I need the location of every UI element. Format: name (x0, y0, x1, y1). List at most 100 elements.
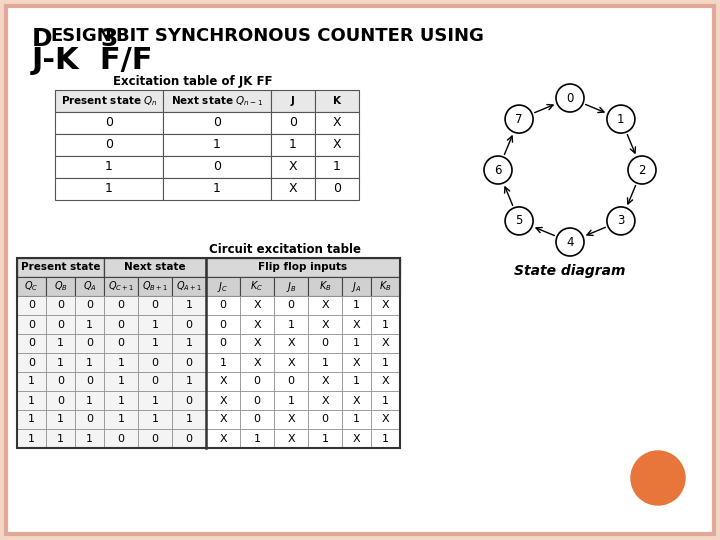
Bar (274, 353, 308, 372)
Bar (342, 315, 371, 334)
Text: 1: 1 (220, 357, 227, 368)
Bar (172, 315, 206, 334)
Bar (240, 315, 274, 334)
Bar (46, 429, 75, 448)
Bar (46, 334, 75, 353)
Text: 1: 1 (105, 183, 113, 195)
Bar (46, 315, 75, 334)
Text: 0: 0 (253, 376, 261, 387)
Text: $Q_{B+1}$: $Q_{B+1}$ (142, 280, 168, 293)
Text: Next state $Q_{n-1}$: Next state $Q_{n-1}$ (171, 94, 264, 108)
Text: X: X (289, 160, 297, 173)
Bar (308, 296, 342, 315)
Text: Flip flop inputs: Flip flop inputs (258, 262, 348, 273)
Circle shape (631, 451, 685, 505)
Text: 1: 1 (105, 160, 113, 173)
Text: 1: 1 (289, 138, 297, 152)
Bar (17, 296, 46, 315)
Bar (55, 90, 163, 112)
Bar (274, 277, 308, 296)
Bar (342, 353, 371, 372)
Bar (46, 296, 75, 315)
Text: X: X (382, 376, 390, 387)
Text: 1: 1 (382, 320, 389, 329)
Bar (274, 334, 308, 353)
Text: 0: 0 (86, 339, 93, 348)
Bar (342, 334, 371, 353)
Text: 4: 4 (566, 235, 574, 248)
Bar (17, 258, 400, 448)
Text: 1: 1 (117, 395, 125, 406)
Bar (371, 391, 400, 410)
Bar (75, 429, 104, 448)
Text: X: X (353, 357, 360, 368)
Bar (138, 315, 172, 334)
Text: 0: 0 (253, 415, 261, 424)
Text: 0: 0 (151, 434, 158, 443)
Text: 1: 1 (322, 434, 328, 443)
Text: 0: 0 (186, 320, 192, 329)
Text: 1: 1 (253, 434, 261, 443)
Bar (274, 391, 308, 410)
Circle shape (607, 207, 635, 235)
Bar (371, 315, 400, 334)
Bar (75, 315, 104, 334)
Text: 0: 0 (287, 300, 294, 310)
Text: 1: 1 (117, 415, 125, 424)
Text: 1: 1 (86, 320, 93, 329)
Bar (138, 277, 172, 296)
Text: Present state $Q_n$: Present state $Q_n$ (60, 94, 158, 108)
Text: 1: 1 (353, 415, 360, 424)
Text: 1: 1 (353, 300, 360, 310)
Circle shape (484, 156, 512, 184)
Bar (274, 315, 308, 334)
Text: K: K (333, 96, 341, 106)
Bar (308, 277, 342, 296)
Bar (75, 277, 104, 296)
Text: 1: 1 (186, 339, 192, 348)
Bar (240, 429, 274, 448)
Text: X: X (253, 320, 261, 329)
Bar (342, 277, 371, 296)
Text: X: X (333, 138, 341, 152)
Text: 0: 0 (86, 376, 93, 387)
Bar (342, 429, 371, 448)
Bar (315, 178, 359, 200)
Bar (342, 391, 371, 410)
Text: 3: 3 (100, 27, 117, 51)
Text: 1: 1 (28, 434, 35, 443)
Text: 0: 0 (105, 138, 113, 152)
Text: 0: 0 (86, 300, 93, 310)
Bar (240, 277, 274, 296)
Bar (240, 391, 274, 410)
Bar (138, 410, 172, 429)
Text: X: X (253, 339, 261, 348)
Bar (308, 410, 342, 429)
Bar (274, 296, 308, 315)
Bar (206, 334, 240, 353)
Text: 0: 0 (220, 339, 227, 348)
Text: 0: 0 (57, 300, 64, 310)
Text: 1: 1 (382, 434, 389, 443)
Bar (138, 429, 172, 448)
Text: $K_C$: $K_C$ (251, 280, 264, 293)
Text: 0: 0 (220, 300, 227, 310)
Text: J-K  F/F: J-K F/F (32, 46, 153, 75)
Text: Excitation table of JK FF: Excitation table of JK FF (113, 75, 273, 88)
Text: 1: 1 (28, 415, 35, 424)
Text: $Q_B$: $Q_B$ (53, 280, 68, 293)
Bar (17, 391, 46, 410)
Bar (46, 410, 75, 429)
Text: 0: 0 (220, 320, 227, 329)
Text: 0: 0 (151, 357, 158, 368)
Text: 6: 6 (494, 164, 502, 177)
Text: 0: 0 (117, 320, 125, 329)
Text: 0: 0 (86, 415, 93, 424)
Circle shape (628, 156, 656, 184)
Text: 1: 1 (353, 376, 360, 387)
Bar (371, 353, 400, 372)
Bar (104, 353, 138, 372)
Bar (271, 90, 315, 112)
Bar (104, 429, 138, 448)
Bar (172, 372, 206, 391)
